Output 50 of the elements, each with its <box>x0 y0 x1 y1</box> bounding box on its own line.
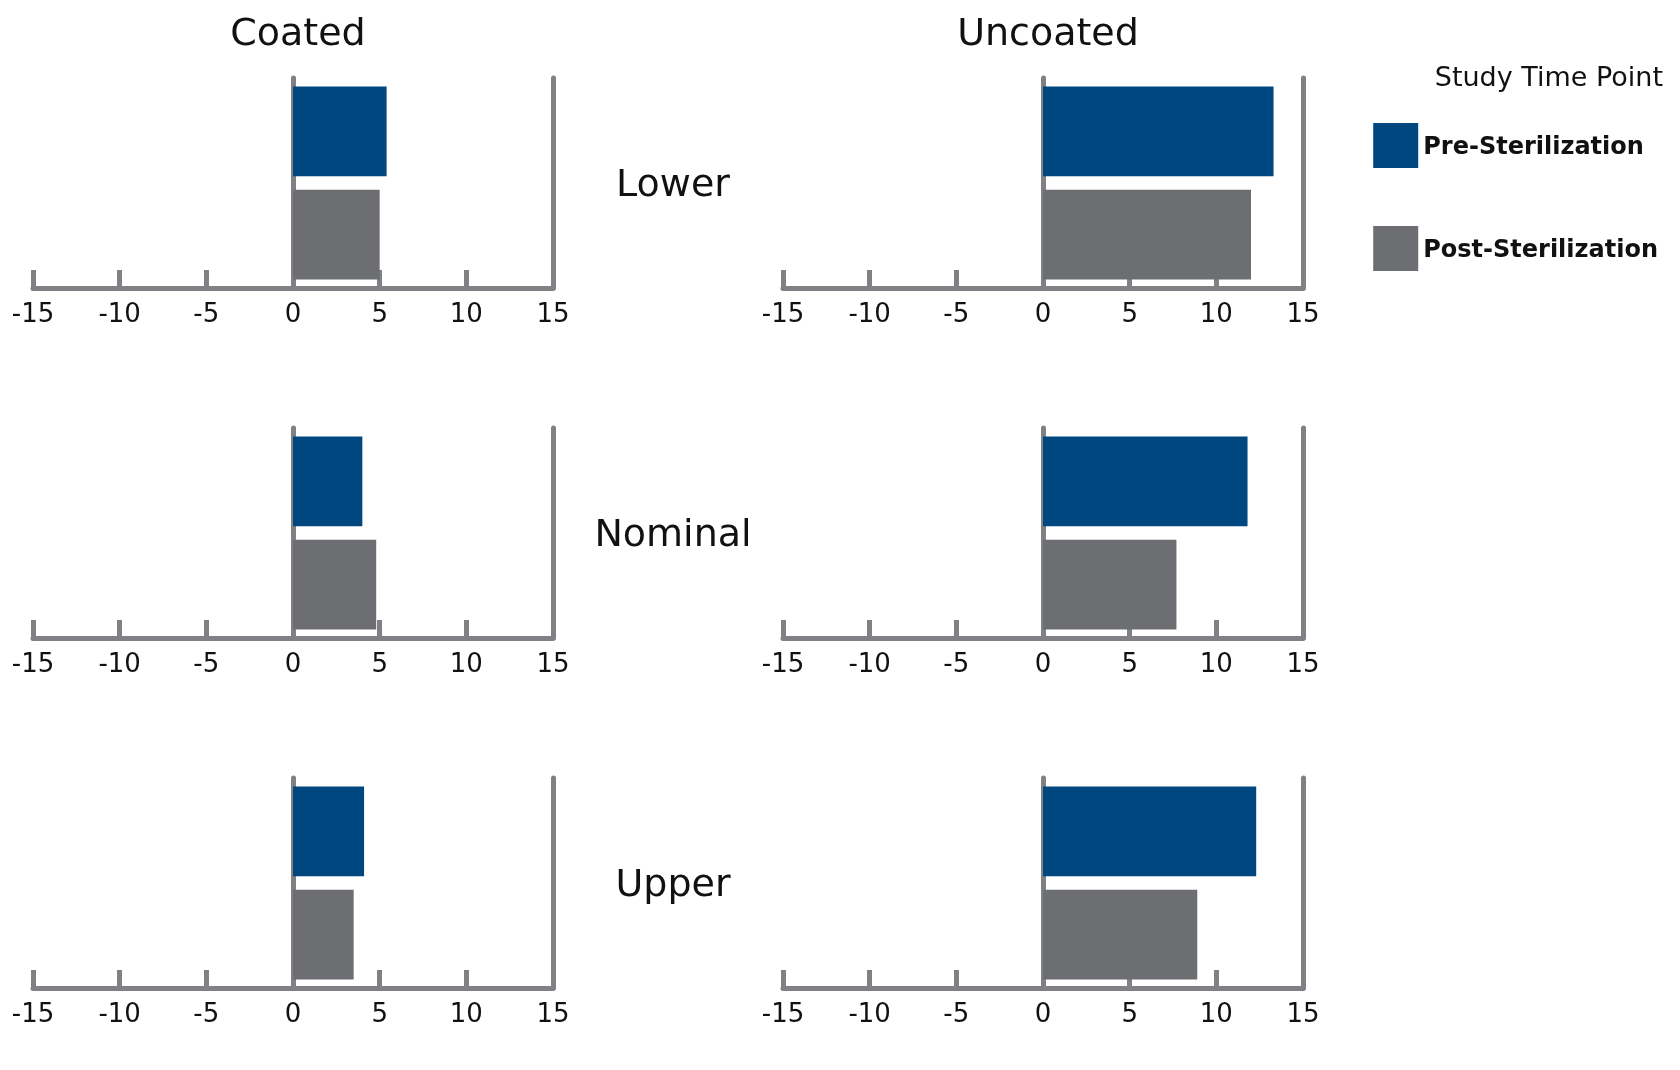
x-tick-label: 0 <box>1034 998 1052 1028</box>
x-tick-label: 15 <box>536 648 570 678</box>
x-tick-label: 15 <box>1286 998 1320 1028</box>
x-tick-label: -5 <box>193 648 220 678</box>
x-tick-label: 15 <box>1286 648 1320 678</box>
x-tick-label: 5 <box>1121 998 1138 1028</box>
x-tick-label: -10 <box>848 648 891 678</box>
x-tick-label: 5 <box>371 298 388 328</box>
x-tick-label: 10 <box>1199 298 1233 328</box>
chart-title: Uncoated <box>957 10 1139 54</box>
x-tick-label: 15 <box>536 298 570 328</box>
x-tick-label: 10 <box>449 648 483 678</box>
x-tick-label: 15 <box>1286 298 1320 328</box>
x-tick-label: 0 <box>284 298 302 328</box>
x-tick-label: 0 <box>1034 298 1052 328</box>
x-tick-label: 5 <box>371 998 388 1028</box>
x-tick-label: -15 <box>11 648 55 678</box>
legend-title: Study Time Point <box>1434 61 1663 92</box>
x-tick-label: -5 <box>943 998 970 1028</box>
x-tick-label: -10 <box>98 298 141 328</box>
x-tick-label: -15 <box>761 648 805 678</box>
x-tick-label: -5 <box>943 648 970 678</box>
x-tick-label: -5 <box>193 998 220 1028</box>
x-tick-label: -10 <box>98 998 141 1028</box>
x-tick-label: -5 <box>943 298 970 328</box>
x-tick-label: -10 <box>848 998 891 1028</box>
x-tick-label: -10 <box>848 298 891 328</box>
x-tick-label: -15 <box>11 998 55 1028</box>
x-tick-label: -10 <box>98 648 141 678</box>
x-tick-label: -15 <box>761 998 805 1028</box>
x-tick-label: -15 <box>11 298 55 328</box>
chart-title: Coated <box>230 10 366 54</box>
x-tick-label: 10 <box>1199 998 1233 1028</box>
x-tick-label: 0 <box>284 648 302 678</box>
legend-label: Pre-Sterilization <box>1423 131 1644 160</box>
x-tick-label: 10 <box>449 298 483 328</box>
x-tick-label: 5 <box>1121 648 1138 678</box>
legend-label: Post-Sterilization <box>1423 234 1659 263</box>
x-tick-label: 5 <box>1121 298 1138 328</box>
y-axis-title: Upper <box>615 861 731 905</box>
x-tick-label: -5 <box>193 298 220 328</box>
x-tick-label: 10 <box>1199 648 1233 678</box>
x-tick-label: 15 <box>536 998 570 1028</box>
x-tick-label: 0 <box>284 998 302 1028</box>
y-axis-title: Lower <box>616 161 731 205</box>
x-tick-label: 10 <box>449 998 483 1028</box>
x-tick-label: -15 <box>761 298 805 328</box>
x-tick-label: 0 <box>1034 648 1052 678</box>
y-axis-title: Nominal <box>594 511 752 555</box>
x-tick-label: 5 <box>371 648 388 678</box>
